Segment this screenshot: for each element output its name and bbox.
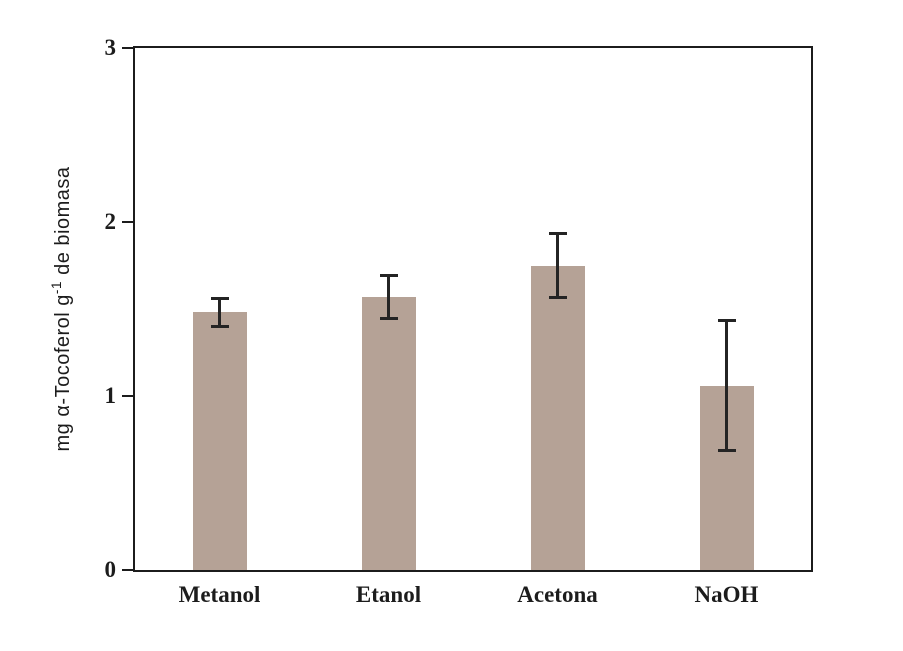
error-bar-line [218,298,221,327]
error-bar-cap-top [379,273,398,277]
error-bar-cap-bottom [210,325,229,329]
error-bar-cap-bottom [379,316,398,320]
y-tick-mark [122,569,133,571]
y-axis-title-superscript: -1 [49,280,65,295]
x-tick-label: Acetona [517,582,598,607]
error-bar-line [556,234,559,297]
bar [361,296,416,570]
y-tick-label: 2 [104,209,117,234]
x-tick-label: Etanol [355,582,422,607]
y-tick-mark [122,47,133,49]
error-bar-line [725,321,728,450]
bar [192,312,247,570]
error-bar-cap-bottom [717,448,736,452]
y-axis-title-prefix: mg α-Tocoferol g [51,294,74,452]
y-tick-label: 0 [104,557,117,582]
y-tick-label: 1 [104,383,117,408]
bar [530,265,585,570]
y-tick-label: 3 [104,35,117,60]
error-bar-cap-bottom [548,295,567,299]
error-bar-cap-top [548,232,567,236]
y-tick-mark [122,395,133,397]
y-axis-title: mg α-Tocoferol g-1 de biomasa [49,167,75,452]
error-bar-cap-top [210,296,229,300]
x-tick-label: NaOH [694,582,759,607]
plot-area: 0 1 2 3 Metanol Etanol Acetona NaOH [105,35,813,607]
error-bar-cap-top [717,319,736,323]
y-tick-mark [122,221,133,223]
error-bar-line [387,275,390,318]
y-axis-title-suffix: de biomasa [51,166,74,281]
x-tick-label: Metanol [178,582,261,607]
